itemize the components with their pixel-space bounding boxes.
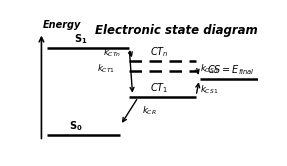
Text: $\mathbf{S_1}$: $\mathbf{S_1}$ [74, 32, 87, 46]
Text: $k_{CSn}$: $k_{CSn}$ [200, 63, 218, 75]
Text: $\mathbf{S_0}$: $\mathbf{S_0}$ [69, 119, 83, 133]
Text: $\mathit{CT_1}$: $\mathit{CT_1}$ [150, 81, 168, 95]
Text: $k_{CTn}$: $k_{CTn}$ [103, 46, 121, 59]
Text: Electronic state diagram: Electronic state diagram [95, 24, 257, 37]
Text: $k_{CT1}$: $k_{CT1}$ [97, 62, 115, 75]
Text: Energy: Energy [42, 20, 81, 30]
Text: $k_{CR}$: $k_{CR}$ [141, 104, 156, 117]
Text: $k_{CS1}$: $k_{CS1}$ [200, 83, 218, 96]
Text: $\mathit{CS = E_{final}}$: $\mathit{CS = E_{final}}$ [207, 63, 254, 77]
Text: $\mathit{CT_n}$: $\mathit{CT_n}$ [150, 45, 169, 59]
